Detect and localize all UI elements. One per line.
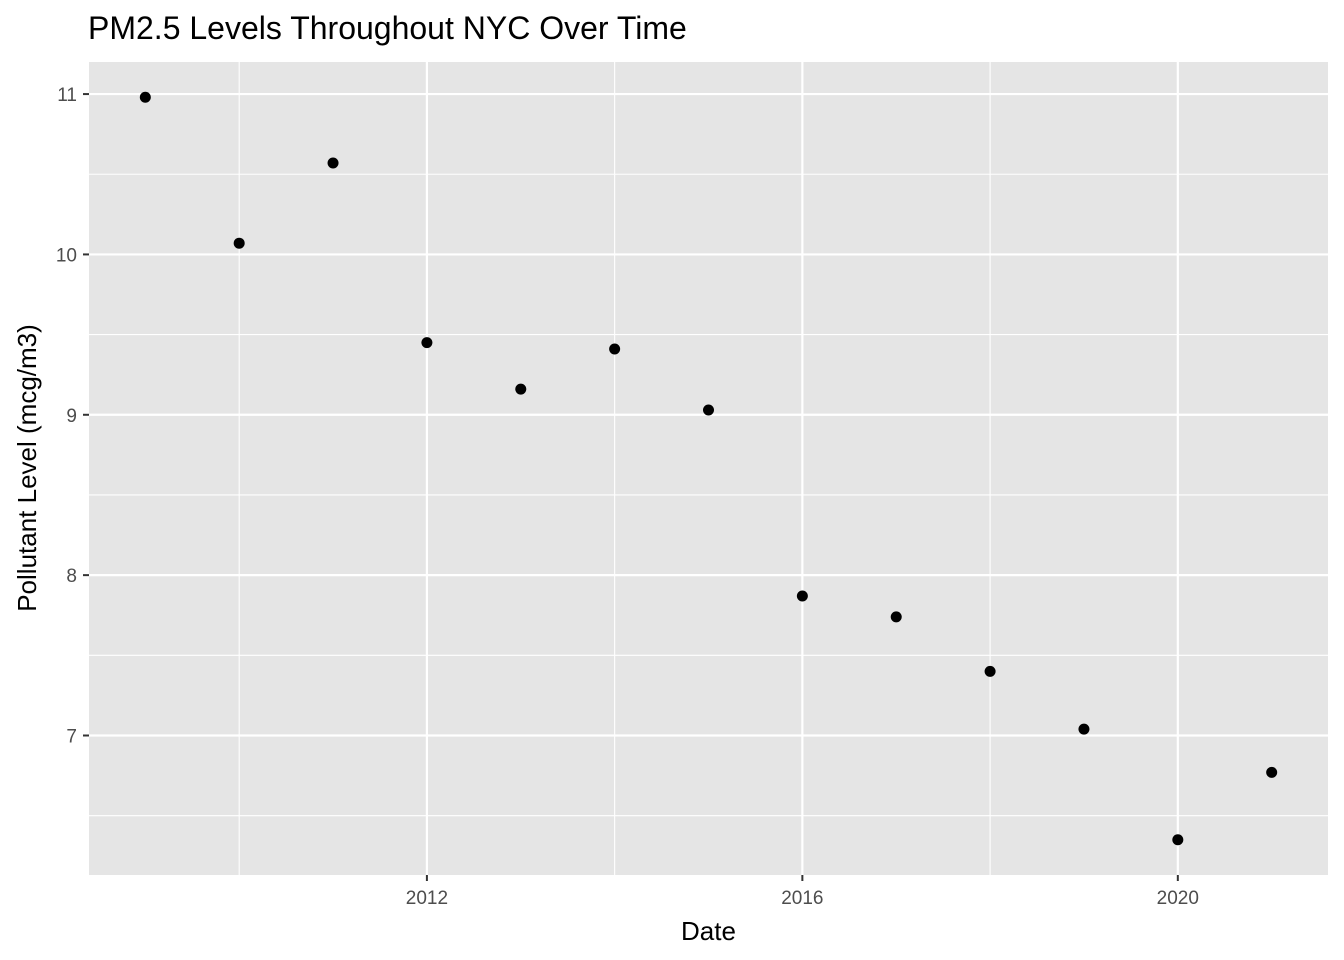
y-tick-label: 11 bbox=[57, 85, 77, 106]
x-tick-label: 2012 bbox=[406, 888, 448, 909]
y-tick-label: 8 bbox=[66, 566, 77, 587]
chart-title: PM2.5 Levels Throughout NYC Over Time bbox=[88, 10, 687, 46]
data-points bbox=[139, 91, 1278, 846]
data-point bbox=[139, 91, 151, 103]
data-point bbox=[1078, 723, 1090, 735]
x-axis: 2012 2016 2020 bbox=[406, 875, 1199, 909]
y-tick-label: 10 bbox=[56, 245, 77, 266]
data-point bbox=[1266, 766, 1278, 778]
major-gridlines bbox=[89, 62, 1328, 875]
data-point bbox=[796, 590, 808, 602]
x-axis-title: Date bbox=[681, 916, 736, 946]
y-tick-label: 7 bbox=[66, 726, 77, 747]
y-tick-label: 9 bbox=[66, 406, 77, 427]
data-point bbox=[890, 611, 902, 623]
data-point bbox=[515, 383, 527, 395]
y-axis: 7 8 9 10 11 bbox=[56, 85, 89, 747]
x-tick-label: 2020 bbox=[1157, 888, 1199, 909]
y-axis-title: Pollutant Level (mcg/m3) bbox=[12, 324, 42, 612]
minor-gridlines bbox=[89, 62, 1328, 875]
x-tick-label: 2016 bbox=[781, 888, 823, 909]
data-point bbox=[984, 665, 996, 677]
plot-panel bbox=[89, 62, 1328, 875]
data-point bbox=[327, 157, 339, 169]
data-point bbox=[233, 237, 245, 249]
data-point bbox=[421, 337, 433, 349]
data-point bbox=[1172, 834, 1184, 846]
data-point bbox=[609, 343, 621, 355]
data-point bbox=[703, 404, 714, 416]
